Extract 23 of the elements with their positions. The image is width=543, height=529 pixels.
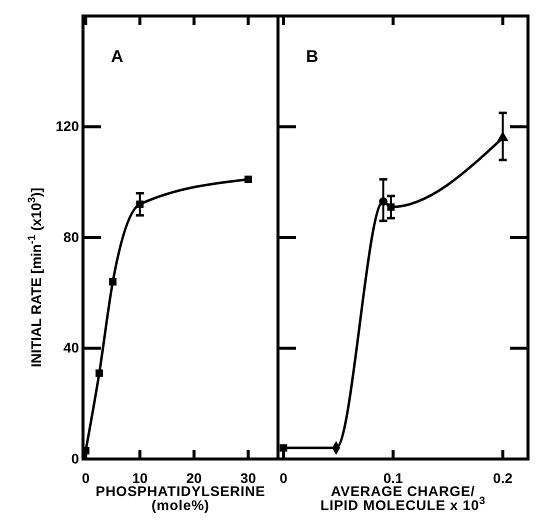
y-tick-label: 120 xyxy=(56,118,80,134)
point xyxy=(497,131,508,142)
point xyxy=(109,278,116,286)
y-tick-label: 0 xyxy=(71,450,80,466)
x-axis-title: PHOSPHATIDYLSERINE (mole%) xyxy=(96,483,266,513)
point xyxy=(136,200,144,208)
text: B xyxy=(306,47,318,66)
x-tick-label: 0.2 xyxy=(493,470,513,486)
x-tick-label: 20 xyxy=(186,470,202,486)
point xyxy=(379,197,388,206)
x-tick-label: 0 xyxy=(82,470,90,486)
point xyxy=(96,369,103,377)
y-tick-label: 80 xyxy=(63,228,80,245)
x-tick-label: 0 xyxy=(280,470,288,486)
x-tick-label: 30 xyxy=(240,470,256,486)
point xyxy=(280,444,288,452)
x-tick-label: 10 xyxy=(132,470,148,486)
point xyxy=(244,176,252,184)
y-tick-label: 40 xyxy=(63,340,80,356)
text: A xyxy=(111,47,124,66)
x-tick-label: 0.1 xyxy=(383,470,404,486)
x-axis-title: AVERAGE CHARGE/ LIPID MOLECULE x 10$^{3}$ xyxy=(320,483,486,513)
point xyxy=(387,203,395,211)
